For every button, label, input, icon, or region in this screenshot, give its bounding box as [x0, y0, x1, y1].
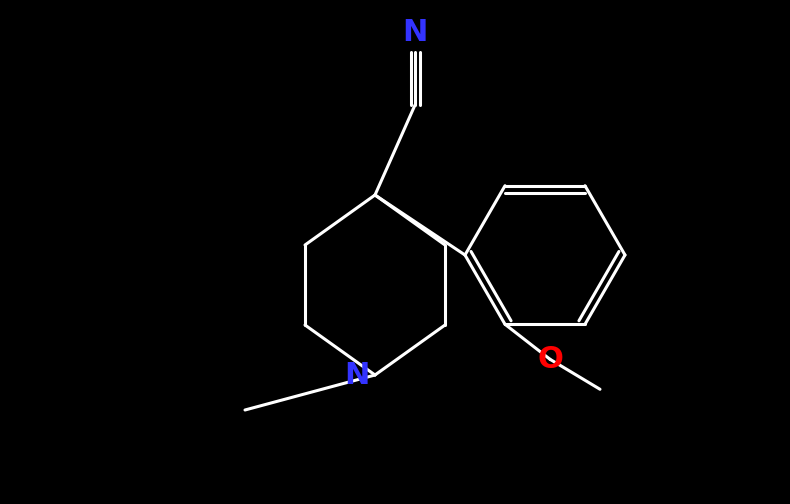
Text: O: O	[537, 345, 563, 374]
Text: N: N	[402, 18, 427, 47]
Text: N: N	[344, 360, 370, 390]
